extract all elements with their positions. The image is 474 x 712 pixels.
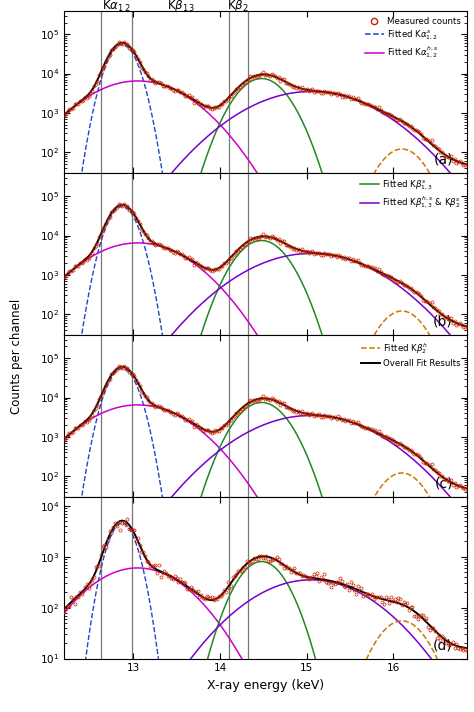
Legend: Fitted K$\beta^s_{1,3}$, Fitted K$\beta^{h,s}_{1,3}$ & K$\beta^s_2$: Fitted K$\beta^s_{1,3}$, Fitted K$\beta^… xyxy=(358,177,463,212)
Legend: Fitted K$\beta^h_2$, Overall Fit Results: Fitted K$\beta^h_2$, Overall Fit Results xyxy=(359,339,463,370)
Text: (b): (b) xyxy=(433,314,453,328)
X-axis label: X-ray energy (keV): X-ray energy (keV) xyxy=(207,679,324,692)
Text: K$\beta_{1\,3}$: K$\beta_{1\,3}$ xyxy=(167,0,195,14)
Text: (a): (a) xyxy=(433,152,453,166)
Text: (c): (c) xyxy=(434,476,453,490)
Legend: Measured counts, Fitted K$\alpha^s_{1,2}$, Fitted K$\alpha^{h,s}_{1,2}$: Measured counts, Fitted K$\alpha^s_{1,2}… xyxy=(363,15,463,62)
Text: K$\alpha_{1\,2}$: K$\alpha_{1\,2}$ xyxy=(102,0,131,14)
Text: Counts per channel: Counts per channel xyxy=(10,298,23,414)
Text: (d): (d) xyxy=(433,638,453,652)
Text: K$\beta_2$: K$\beta_2$ xyxy=(228,0,249,14)
